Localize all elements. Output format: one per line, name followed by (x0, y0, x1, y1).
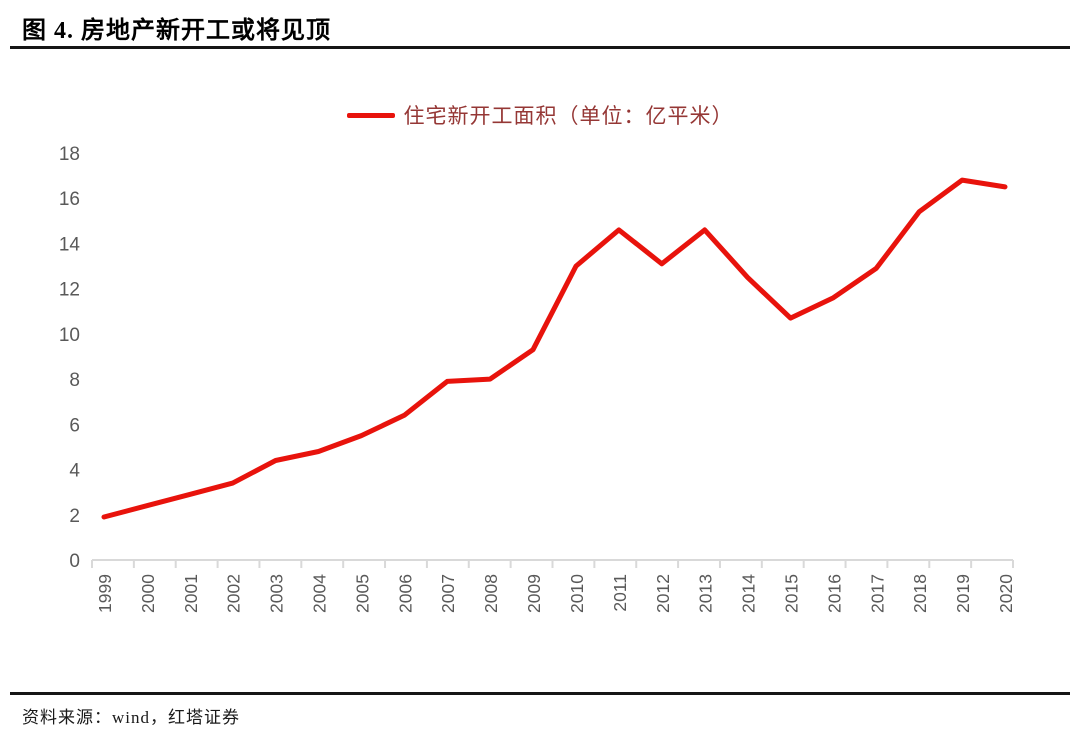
x-axis-tick-label: 2007 (438, 574, 458, 613)
figure-title: 图 4. 房地产新开工或将见顶 (22, 18, 331, 44)
x-axis-tick-label: 2006 (395, 574, 415, 613)
x-axis-tick-label: 2010 (567, 574, 587, 613)
x-axis-tick-label: 2017 (867, 574, 887, 613)
y-axis-tick-label: 8 (69, 370, 80, 391)
y-axis-tick-label: 18 (59, 144, 80, 165)
chart-legend: 住宅新开工面积（单位：亿平米） (0, 100, 1080, 130)
x-axis-tick-label: 2018 (910, 574, 930, 613)
x-axis-tick-label: 2019 (953, 574, 973, 613)
figure-header: 图 4. 房地产新开工或将见顶 (0, 0, 1080, 45)
x-axis-tick-label: 2002 (224, 574, 244, 613)
y-axis-tick-label: 6 (69, 415, 80, 436)
y-axis-tick-label: 0 (69, 551, 80, 572)
footer-divider (10, 692, 1070, 695)
source-text: 资料来源：wind，红塔证券 (22, 708, 240, 727)
x-axis-tick-label: 2001 (181, 574, 201, 613)
x-axis-tick-label: 2008 (481, 574, 501, 613)
data-series-line (101, 177, 1008, 520)
x-axis-tick-label: 2003 (267, 574, 287, 613)
chart-canvas: 0 2 4 6 8 10 12 14 16 18 1999 2000 2001 2002 2003 2004 2… (59, 144, 1016, 613)
legend-line-swatch (346, 112, 395, 118)
line-chart: 0 2 4 6 8 10 12 14 16 18 1999 2000 2001 2002 2003 2004 2… (0, 130, 1080, 645)
x-axis-tick-label: 1999 (95, 574, 115, 613)
title-divider (10, 46, 1070, 49)
x-axis-tick-label: 2009 (524, 574, 544, 613)
y-axis-tick-label: 4 (69, 461, 80, 482)
x-axis-tick-label: 2000 (138, 574, 158, 613)
legend-label: 住宅新开工面积（单位：亿平米） (403, 105, 734, 128)
x-axis-tick-label: 2004 (310, 574, 330, 613)
x-axis-tick-label: 2016 (824, 574, 844, 613)
x-axis-tick-label: 2005 (352, 574, 372, 613)
y-axis-tick-label: 2 (69, 506, 80, 527)
y-axis-tick-label: 10 (59, 325, 80, 346)
y-axis-tick-label: 14 (59, 234, 81, 255)
y-axis-tick-label: 16 (59, 189, 80, 210)
x-axis-tick-label: 2015 (781, 574, 801, 613)
x-axis-tick-label: 2020 (996, 574, 1016, 613)
x-axis-tick-label: 2013 (696, 574, 716, 613)
x-axis-tick-label: 2011 (610, 574, 630, 612)
y-axis-tick-label: 12 (59, 280, 80, 301)
x-axis-tick-label: 2012 (653, 574, 673, 613)
x-axis-tick-label: 2014 (739, 574, 759, 613)
